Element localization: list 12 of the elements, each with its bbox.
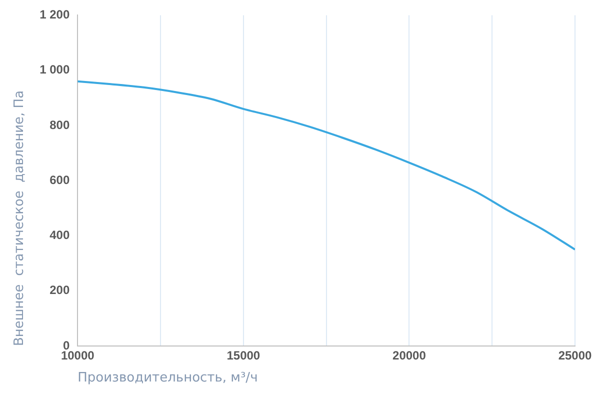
x-tick-label: 15000 [226, 348, 260, 363]
x-tick-label: 25000 [558, 348, 592, 363]
x-tick-label: 20000 [392, 348, 426, 363]
y-tick-label: 600 [50, 172, 70, 187]
y-axis-title: Внешнее статическое давление, Па [12, 90, 28, 346]
x-axis-title: Производительность, м³/ч [78, 370, 258, 386]
line-series [78, 80, 575, 251]
y-tick-label: 800 [50, 118, 70, 132]
y-tick-label: 400 [50, 228, 70, 242]
y-tick-label: 1 200 [40, 8, 70, 22]
y-tick-label: 1 000 [40, 62, 70, 77]
y-tick-label: 200 [50, 283, 70, 298]
